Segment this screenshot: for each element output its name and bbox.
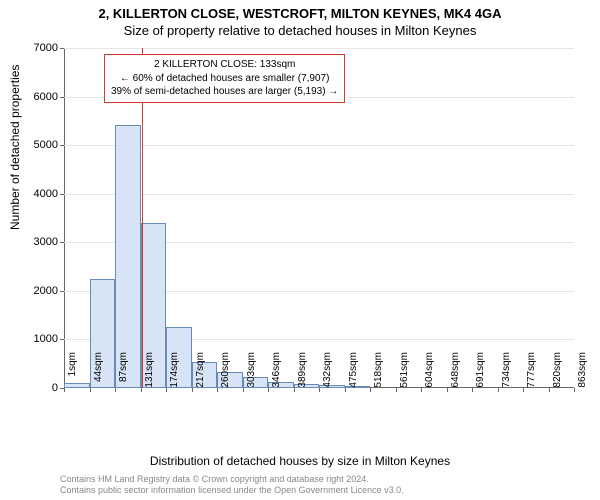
ytick-label: 2000 — [18, 285, 58, 297]
gridline-h — [64, 48, 574, 49]
annotation-line-3: 39% of semi-detached houses are larger (… — [111, 85, 338, 99]
xtick-mark — [396, 388, 397, 392]
xtick-mark — [421, 388, 422, 392]
xtick-label: 1sqm — [67, 352, 78, 392]
ytick-mark — [60, 339, 64, 340]
xtick-label: 217sqm — [195, 352, 206, 392]
ytick-mark — [60, 145, 64, 146]
footer-line-1: Contains HM Land Registry data © Crown c… — [60, 474, 404, 485]
ytick-label: 3000 — [18, 236, 58, 248]
xtick-label: 432sqm — [322, 352, 333, 392]
xtick-mark — [268, 388, 269, 392]
xtick-mark — [192, 388, 193, 392]
xtick-mark — [345, 388, 346, 392]
xtick-label: 561sqm — [399, 352, 410, 392]
chart-title-main: 2, KILLERTON CLOSE, WESTCROFT, MILTON KE… — [0, 0, 600, 21]
xtick-label: 863sqm — [577, 352, 588, 392]
chart-title-sub: Size of property relative to detached ho… — [0, 21, 600, 38]
ytick-mark — [60, 97, 64, 98]
xtick-mark — [472, 388, 473, 392]
ytick-label: 6000 — [18, 91, 58, 103]
ytick-mark — [60, 242, 64, 243]
ytick-mark — [60, 48, 64, 49]
xtick-mark — [523, 388, 524, 392]
xtick-label: 131sqm — [144, 352, 155, 392]
histogram-bar — [115, 125, 141, 388]
xtick-label: 475sqm — [348, 352, 359, 392]
xtick-mark — [115, 388, 116, 392]
xtick-mark — [498, 388, 499, 392]
ytick-label: 0 — [18, 382, 58, 394]
xtick-label: 303sqm — [246, 352, 257, 392]
xtick-label: 346sqm — [271, 352, 282, 392]
gridline-h — [64, 145, 574, 146]
ytick-mark — [60, 194, 64, 195]
xtick-mark — [294, 388, 295, 392]
ytick-label: 4000 — [18, 188, 58, 200]
xtick-mark — [574, 388, 575, 392]
xtick-label: 87sqm — [118, 352, 129, 392]
annotation-line-1: 2 KILLERTON CLOSE: 133sqm — [111, 58, 338, 72]
ytick-label: 1000 — [18, 333, 58, 345]
xtick-mark — [141, 388, 142, 392]
footer-line-2: Contains public sector information licen… — [60, 485, 404, 496]
xtick-mark — [90, 388, 91, 392]
ytick-label: 5000 — [18, 139, 58, 151]
xtick-label: 648sqm — [450, 352, 461, 392]
xtick-label: 691sqm — [475, 352, 486, 392]
xtick-label: 734sqm — [501, 352, 512, 392]
annotation-box: 2 KILLERTON CLOSE: 133sqm← 60% of detach… — [104, 54, 345, 103]
xtick-label: 389sqm — [297, 352, 308, 392]
xtick-mark — [64, 388, 65, 392]
xtick-label: 260sqm — [220, 352, 231, 392]
xtick-mark — [243, 388, 244, 392]
footer-attribution: Contains HM Land Registry data © Crown c… — [60, 474, 404, 497]
xtick-label: 44sqm — [93, 352, 104, 392]
xtick-mark — [549, 388, 550, 392]
xtick-mark — [217, 388, 218, 392]
xtick-mark — [370, 388, 371, 392]
xtick-mark — [166, 388, 167, 392]
xtick-label: 604sqm — [424, 352, 435, 392]
ytick-label: 7000 — [18, 42, 58, 54]
xtick-mark — [319, 388, 320, 392]
xtick-label: 820sqm — [552, 352, 563, 392]
annotation-line-2: ← 60% of detached houses are smaller (7,… — [111, 72, 338, 86]
chart-container: 2, KILLERTON CLOSE, WESTCROFT, MILTON KE… — [0, 0, 600, 500]
xtick-mark — [447, 388, 448, 392]
x-axis-label: Distribution of detached houses by size … — [0, 454, 600, 468]
plot-area: 010002000300040005000600070001sqm44sqm87… — [64, 48, 574, 388]
xtick-label: 174sqm — [169, 352, 180, 392]
xtick-label: 518sqm — [373, 352, 384, 392]
xtick-label: 777sqm — [526, 352, 537, 392]
ytick-mark — [60, 291, 64, 292]
gridline-h — [64, 194, 574, 195]
